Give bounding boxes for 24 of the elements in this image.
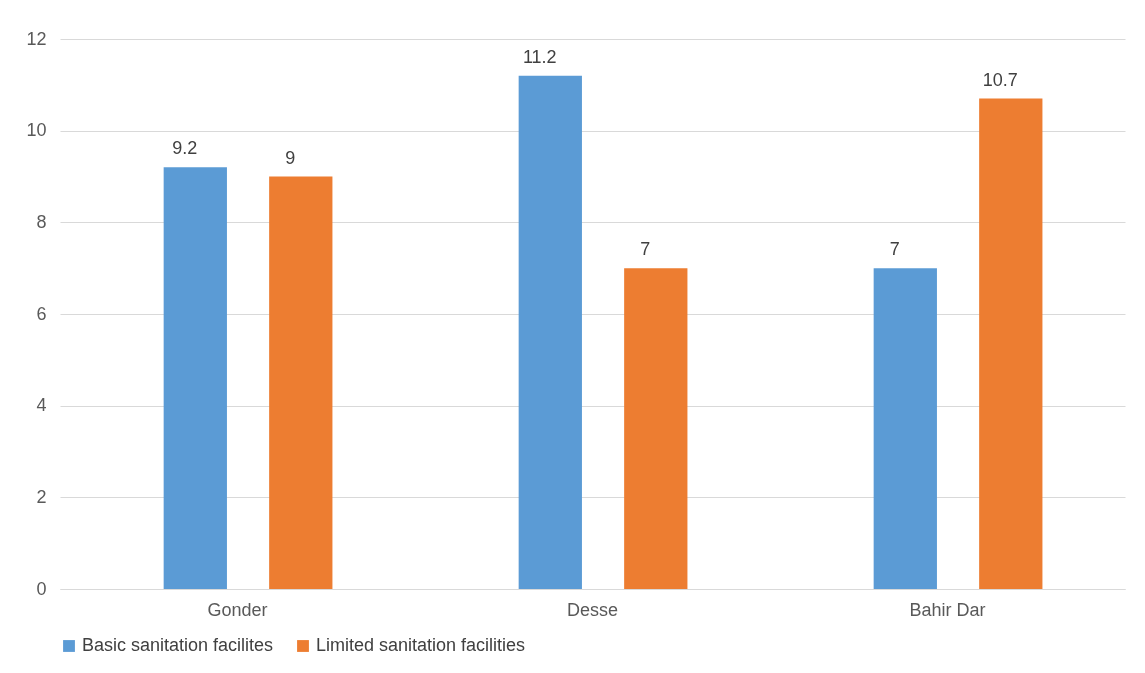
y-tick-label: 4 (36, 395, 47, 416)
y-tick-label: 8 (36, 211, 47, 232)
data-label: 10.7 (982, 69, 1018, 90)
bar (269, 176, 333, 589)
legend-label: Limited sanitation facilities (316, 635, 526, 655)
y-tick-label: 12 (26, 28, 47, 49)
data-label: 9.2 (172, 138, 198, 159)
bar (518, 75, 582, 589)
bar (873, 268, 937, 589)
bar (163, 167, 227, 589)
bar (624, 268, 688, 589)
data-label: 11.2 (522, 46, 557, 67)
data-label: 9 (285, 147, 296, 168)
y-tick-label: 6 (36, 303, 47, 324)
y-tick-label: 2 (36, 486, 47, 507)
x-tick-label: Bahir Dar (909, 599, 986, 620)
legend-label: Basic sanitation facilites (82, 635, 274, 655)
x-tick-label: Desse (566, 599, 619, 620)
y-tick-label: 10 (26, 120, 47, 141)
data-label: 7 (640, 239, 651, 260)
y-tick-label: 0 (36, 578, 47, 599)
data-label: 7 (889, 239, 900, 260)
x-tick-label: Gonder (207, 599, 268, 620)
bar (979, 98, 1043, 589)
